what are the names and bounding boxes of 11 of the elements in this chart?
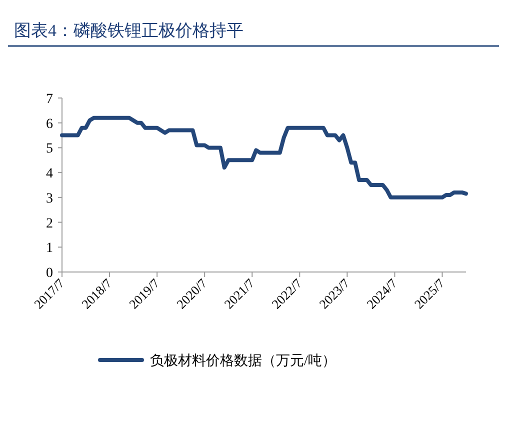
y-tick-label: 0 <box>46 266 53 281</box>
y-tick-label: 4 <box>46 166 53 182</box>
y-tick-label: 2 <box>46 216 53 232</box>
y-tick-label: 5 <box>46 142 53 157</box>
y-tick-label: 6 <box>46 116 53 132</box>
legend-label: 负极材料价格数据（万元/吨） <box>150 353 336 369</box>
y-tick-label: 1 <box>46 241 53 256</box>
chart-title: 图表4：磷酸铁锂正极价格持平 <box>14 21 244 40</box>
line-series <box>60 116 468 200</box>
y-tick-label: 7 <box>46 92 53 107</box>
y-tick-label: 3 <box>46 191 53 206</box>
